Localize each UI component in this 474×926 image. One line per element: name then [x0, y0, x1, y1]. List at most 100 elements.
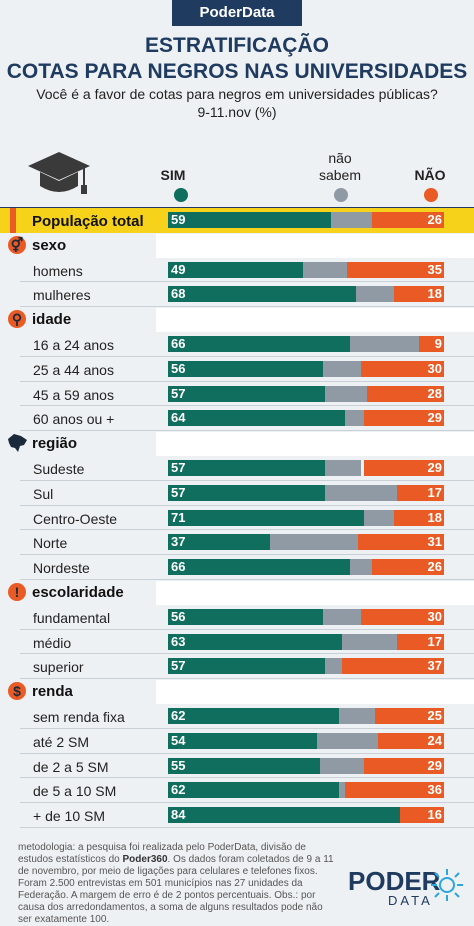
bar-ns	[303, 261, 348, 278]
row-label: Sudeste	[33, 461, 85, 477]
category-label: escolaridade	[32, 584, 124, 601]
bar-ns	[270, 534, 362, 551]
value-label-nao: 29	[427, 757, 442, 773]
bar-nao	[363, 757, 444, 774]
row-label: médio	[33, 634, 72, 651]
value-label-nao: 26	[427, 212, 442, 227]
row-label: até 2 SM	[33, 733, 90, 750]
bar-ns	[325, 658, 345, 675]
bar-sim	[168, 460, 326, 476]
bar-nao	[361, 608, 444, 625]
graduation-cap-icon	[28, 152, 90, 194]
row-label: de 5 a 10 SM	[33, 783, 117, 800]
row-label: homens	[33, 262, 83, 279]
value-label-nao: 36	[427, 782, 442, 798]
bar-nao	[341, 658, 444, 675]
category-label: renda	[32, 683, 73, 701]
logo-burst-icon	[431, 869, 463, 901]
value-label-nao: 9	[434, 336, 442, 351]
value-label-sim: 57	[171, 658, 186, 674]
row-separator	[20, 752, 474, 754]
legend-sim-label: SIM	[160, 167, 186, 183]
bar-ns	[325, 460, 362, 476]
bar-sim	[168, 410, 345, 427]
bar-nao	[361, 360, 444, 377]
bar-nao	[419, 336, 444, 352]
row-separator	[20, 628, 474, 630]
value-label-nao: 18	[427, 509, 442, 525]
value-label-nao: 16	[427, 807, 442, 823]
value-label-sim: 56	[171, 608, 186, 624]
bar-sim	[168, 708, 340, 724]
value-label-nao: 35	[427, 261, 442, 277]
row-separator	[20, 281, 474, 283]
brand-tab: PoderData	[172, 0, 302, 26]
poderdata-logo: PODER DATA	[348, 866, 441, 908]
value-label-sim: 57	[171, 460, 186, 475]
row-separator	[20, 653, 474, 655]
bar-ns	[344, 410, 367, 427]
bar-ns	[325, 484, 398, 501]
methodology-note: metodologia: a pesquisa foi realizada pe…	[18, 842, 334, 925]
row-separator	[20, 827, 474, 828]
bar-nao	[347, 261, 444, 278]
value-label-sim: 84	[171, 807, 186, 823]
bar-ns	[355, 286, 395, 303]
bar-nao	[344, 782, 444, 799]
bar-sim	[168, 385, 326, 402]
bar-nao	[363, 410, 444, 427]
legend-sim-dot	[174, 188, 188, 202]
bar-sim	[168, 658, 326, 675]
bar-sim	[168, 559, 351, 576]
bar-nao	[372, 559, 444, 576]
row-label: 60 anos ou +	[33, 411, 115, 428]
legend-ns-label: não sabem	[318, 150, 362, 183]
row-label: 45 a 59 anos	[33, 386, 114, 403]
row-separator	[20, 479, 474, 481]
bar-nao	[375, 708, 444, 724]
dollar-icon: $	[8, 682, 26, 701]
legend-ns-dot	[334, 188, 348, 202]
value-label-nao: 18	[427, 286, 442, 302]
chart-subtitle-line1: Você é a favor de cotas para negros em u…	[36, 86, 438, 102]
row-separator	[20, 678, 474, 680]
bar-nao	[397, 484, 444, 501]
value-label-sim: 62	[171, 708, 186, 723]
row-label: superior	[33, 659, 84, 676]
row-label: mulheres	[33, 287, 91, 304]
bar-ns	[350, 559, 373, 576]
total-row-label: População total	[32, 213, 144, 230]
category-label: idade	[32, 311, 72, 329]
person-icon: ⚲	[8, 310, 26, 329]
bar-nao	[358, 534, 444, 551]
value-label-nao: 25	[427, 708, 442, 723]
value-label-sim: 59	[171, 212, 186, 227]
value-label-sim: 57	[171, 484, 186, 500]
chart-title-line1: ESTRATIFICAÇÃO	[145, 34, 329, 57]
value-label-nao: 17	[427, 633, 442, 649]
row-separator	[20, 529, 474, 531]
row-label: Norte	[33, 535, 68, 552]
row-separator	[20, 727, 474, 729]
bar-nao	[363, 460, 444, 476]
value-label-nao: 37	[427, 658, 442, 674]
bar-ns	[339, 708, 375, 724]
value-label-sim: 68	[171, 286, 186, 302]
row-separator	[20, 306, 474, 308]
bar-sim	[168, 732, 318, 749]
value-label-sim: 66	[171, 336, 186, 351]
row-label: + de 10 SM	[33, 808, 105, 825]
row-label: fundamental	[33, 609, 111, 626]
value-label-nao: 31	[427, 534, 442, 550]
row-label: 16 a 24 anos	[33, 337, 114, 353]
legend-nao-dot	[424, 188, 438, 202]
brazil-map-icon	[8, 434, 27, 453]
bar-sim	[168, 509, 364, 526]
bar-sim	[168, 782, 340, 799]
value-label-sim: 71	[171, 509, 186, 525]
value-label-nao: 24	[427, 732, 442, 748]
bar-sim	[168, 807, 400, 824]
row-separator	[20, 554, 474, 556]
row-label: 25 a 44 anos	[33, 361, 114, 378]
